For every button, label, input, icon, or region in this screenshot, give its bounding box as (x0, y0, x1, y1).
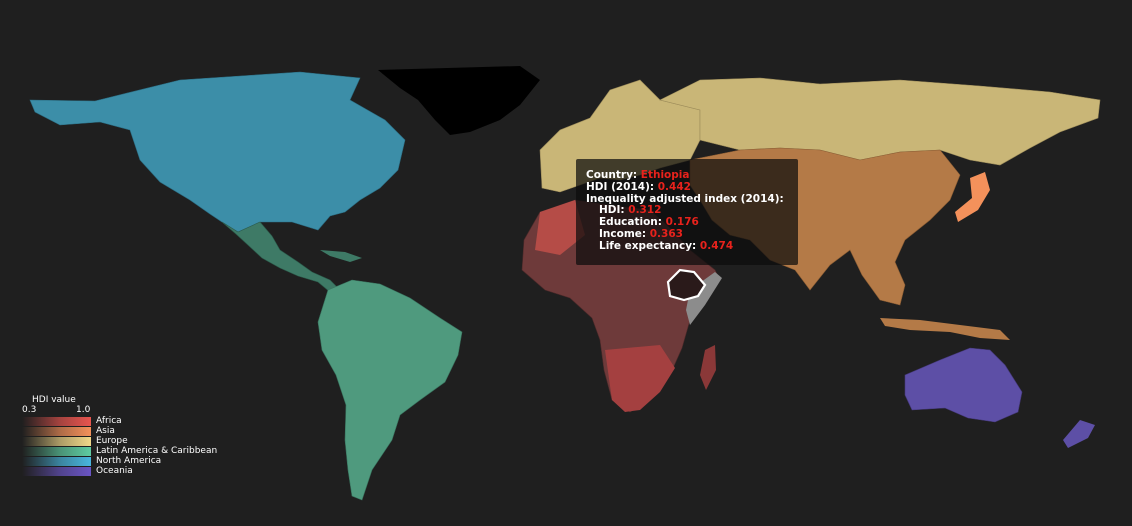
tooltip-education-value: 0.176 (665, 216, 699, 229)
tooltip-life-label: Life expectancy: (599, 239, 697, 252)
legend-min: 0.3 (22, 405, 37, 415)
tooltip-education-label: Education: (599, 216, 662, 229)
legend-max: 1.0 (76, 405, 91, 415)
country-australia[interactable] (904, 347, 1023, 423)
country-new-zealand[interactable] (1063, 420, 1095, 448)
region-southeast-asia-islands[interactable] (880, 318, 1010, 340)
region-north-africa-west[interactable] (535, 200, 585, 255)
legend-label-europe: Europe (96, 436, 128, 446)
legend-label-north-america: North America (96, 456, 162, 466)
legend-gradient-europe (22, 437, 91, 446)
legend-label-oceania: Oceania (96, 466, 133, 476)
tooltip-ihdi-label: HDI: (599, 204, 625, 217)
tooltip-life-value: 0.474 (699, 239, 734, 252)
country-somalia[interactable] (686, 272, 722, 325)
tooltip-inequality-heading: Inequality adjusted index (2014): (586, 192, 784, 205)
legend-label-asia: Asia (96, 426, 115, 436)
tooltip-country-label: Country: (586, 169, 638, 181)
tooltip-hdi-row: HDI (2014): 0.442 (586, 180, 798, 194)
legend-gradient-africa (22, 417, 91, 426)
tooltip-income-value: 0.363 (649, 227, 683, 240)
legend-gradient-asia (22, 427, 91, 436)
region-southern-africa[interactable] (605, 345, 675, 412)
country-greenland[interactable] (378, 66, 540, 135)
legend-title: HDI value (32, 395, 76, 405)
tooltip-country-value: Ethiopia (640, 169, 690, 181)
region-russia[interactable] (659, 77, 1101, 166)
tooltip-income-row: Income: 0.363 (586, 227, 798, 241)
tooltip-ihdi-value: 0.312 (628, 204, 662, 217)
region-north-america[interactable] (29, 71, 406, 233)
tooltip-hdi-value: 0.442 (657, 180, 691, 193)
region-latin-america-north[interactable] (221, 221, 341, 293)
tooltip-hdi-label: HDI (2014): (586, 180, 655, 193)
tooltip-life-row: Life expectancy: 0.474 (586, 239, 798, 253)
legend-gradient-latin-america (22, 447, 91, 456)
legend-label-latin-america: Latin America & Caribbean (96, 446, 218, 456)
tooltip-ihdi-row: HDI: 0.312 (586, 204, 798, 217)
country-japan[interactable] (955, 172, 990, 222)
tooltip-education-row: Education: 0.176 (586, 216, 798, 229)
tooltip-income-label: Income: (599, 227, 647, 240)
country-tooltip: Country: Ethiopia HDI (2014): 0.442 Ineq… (576, 159, 798, 265)
region-south-america[interactable] (317, 279, 463, 501)
legend-gradient-north-america (22, 457, 91, 466)
legend-label-africa: Africa (96, 416, 122, 426)
country-ethiopia[interactable] (666, 268, 707, 302)
region-caribbean[interactable] (320, 250, 362, 262)
tooltip-country-row: Country: Ethiopia (586, 169, 798, 182)
country-madagascar[interactable] (700, 345, 716, 390)
legend-gradient-oceania (22, 467, 91, 476)
